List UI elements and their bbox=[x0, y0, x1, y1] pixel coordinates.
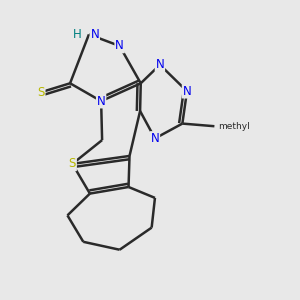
Text: S: S bbox=[37, 86, 45, 99]
Text: N: N bbox=[155, 58, 164, 71]
Text: N: N bbox=[97, 94, 106, 108]
Text: S: S bbox=[69, 158, 76, 170]
Text: methyl: methyl bbox=[218, 122, 250, 131]
Text: N: N bbox=[183, 85, 191, 98]
Text: N: N bbox=[151, 132, 159, 145]
Text: N: N bbox=[115, 40, 124, 52]
Text: N: N bbox=[90, 28, 99, 41]
Text: H: H bbox=[73, 28, 82, 41]
